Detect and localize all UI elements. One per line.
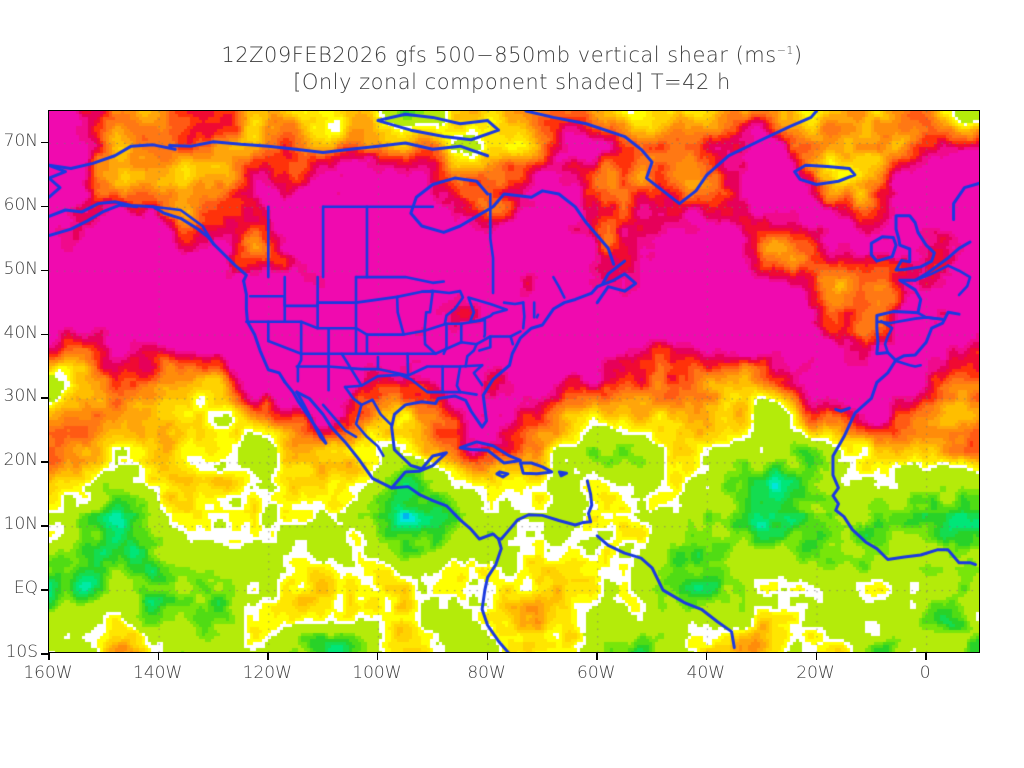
y-axis-label-60n: 60N xyxy=(3,194,38,215)
y-axis-label-40n: 40N xyxy=(3,322,38,343)
x-axis-tick xyxy=(815,653,818,660)
chart-title-line1: 12Z09FEB2026 gfs 500−850mb vertical shea… xyxy=(0,42,1024,69)
x-axis-tick xyxy=(376,653,379,660)
colorbar-swatches xyxy=(90,703,950,735)
colorbar xyxy=(0,700,1024,760)
y-axis-label-eq: EQ xyxy=(13,578,38,599)
x-axis-label-120w: 120W xyxy=(242,663,292,683)
x-axis-label-160w: 160W xyxy=(23,663,73,683)
y-axis-label-10n: 10N xyxy=(3,514,38,535)
chart-title: 12Z09FEB2026 gfs 500−850mb vertical shea… xyxy=(0,42,1024,97)
y-axis-tick xyxy=(41,205,48,208)
x-axis-tick xyxy=(925,653,927,660)
x-axis-label-140w: 140W xyxy=(133,663,183,683)
x-axis-label-0: 0 xyxy=(919,663,931,683)
x-axis-label-100w: 100W xyxy=(352,663,402,683)
x-axis-label-60w: 60W xyxy=(577,663,616,683)
streamline-and-coastline-overlay xyxy=(49,111,979,652)
y-axis-tick xyxy=(41,653,48,655)
x-axis-tick xyxy=(705,653,708,660)
x-axis-tick xyxy=(48,653,50,660)
x-axis-label-40w: 40W xyxy=(686,663,726,683)
chart-title-units-exponent: −1 xyxy=(776,44,794,57)
x-axis-tick xyxy=(486,653,489,660)
chart-title-line1-prefix: 12Z09FEB2026 gfs 500−850mb vertical shea… xyxy=(221,43,777,67)
chart-title-line1-suffix: ) xyxy=(793,43,803,67)
y-axis-tick xyxy=(41,269,48,272)
x-axis-tick xyxy=(157,653,160,660)
chart-subtitle: [Only zonal component shaded] T=42 h xyxy=(293,70,731,95)
y-axis-label-30n: 30N xyxy=(3,386,38,407)
y-axis-tick xyxy=(41,461,48,463)
y-axis-label-70n: 70N xyxy=(3,130,38,151)
y-axis-label-20n: 20N xyxy=(3,450,38,471)
x-axis-label-80w: 80W xyxy=(467,663,506,683)
y-axis-tick xyxy=(41,397,48,399)
y-axis-label-10s: 10S xyxy=(5,642,38,662)
y-axis-tick xyxy=(41,141,48,144)
x-axis-label-20w: 20W xyxy=(796,663,835,683)
y-axis-tick xyxy=(41,589,48,591)
x-axis-tick xyxy=(267,653,269,660)
y-axis-tick xyxy=(41,333,48,336)
y-axis-label-50n: 50N xyxy=(3,258,38,279)
map-plot-area xyxy=(48,110,980,653)
y-axis-tick xyxy=(41,525,48,527)
x-axis-tick xyxy=(596,653,598,660)
